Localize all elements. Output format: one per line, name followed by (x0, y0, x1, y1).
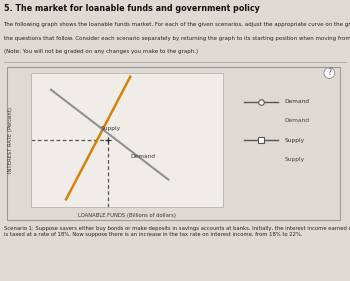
Text: (Note: You will not be graded on any changes you make to the graph.): (Note: You will not be graded on any cha… (4, 49, 198, 54)
Text: Demand: Demand (285, 99, 310, 104)
Text: ?: ? (327, 69, 331, 78)
Text: Demand: Demand (285, 118, 310, 123)
Text: Scenario 1: Suppose savers either buy bonds or make deposits in savings accounts: Scenario 1: Suppose savers either buy bo… (4, 226, 350, 237)
Text: Supply: Supply (285, 138, 305, 142)
Text: the questions that follow. Consider each scenario separately by returning the gr: the questions that follow. Consider each… (4, 35, 350, 40)
Text: Supply: Supply (285, 157, 305, 162)
Text: 5. The market for loanable funds and government policy: 5. The market for loanable funds and gov… (4, 4, 259, 13)
Text: LOANABLE FUNDS (Billions of dollars): LOANABLE FUNDS (Billions of dollars) (78, 213, 176, 218)
Text: The following graph shows the loanable funds market. For each of the given scena: The following graph shows the loanable f… (4, 22, 350, 27)
Text: INTEREST RATE (Percent): INTEREST RATE (Percent) (8, 107, 13, 173)
